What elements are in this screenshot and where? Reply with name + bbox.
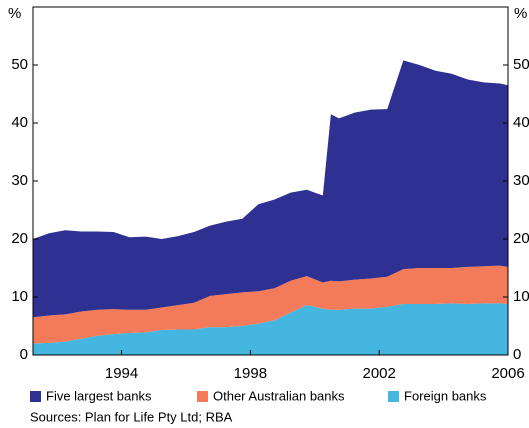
y-tick-label: 10 (11, 288, 28, 305)
area (33, 303, 508, 355)
y-axis-unit: % (8, 5, 21, 22)
legend-swatch (388, 391, 399, 402)
y-tick-label: 20 (11, 230, 28, 247)
y2-tick-label: 50 (513, 56, 529, 73)
y-tick-label: 0 (20, 346, 28, 363)
y-tick-label: 50 (11, 56, 28, 73)
legend-label: Foreign banks (404, 388, 487, 403)
area (33, 60, 508, 318)
legend-swatch (30, 391, 41, 402)
y2-tick-label: 30 (513, 172, 529, 189)
x-tick-label: 1994 (105, 365, 138, 382)
area (33, 265, 508, 344)
x-tick-label: 1998 (234, 365, 267, 382)
x-tick-label: 2002 (362, 365, 395, 382)
legend-swatch (197, 391, 208, 402)
x-tick-label: 2006 (491, 365, 524, 382)
y-tick-label: 40 (11, 114, 28, 131)
legend-label: Five largest banks (46, 388, 152, 403)
source-note: Sources: Plan for Life Pty Ltd; RBA (30, 409, 233, 424)
legend-label: Other Australian banks (213, 388, 345, 403)
y2-tick-label: 0 (513, 346, 521, 363)
y2-tick-label: 10 (513, 288, 529, 305)
y2-tick-label: 40 (513, 114, 529, 131)
y2-tick-label: 20 (513, 230, 529, 247)
y-tick-label: 30 (11, 172, 28, 189)
y2-axis-unit: % (514, 5, 527, 22)
